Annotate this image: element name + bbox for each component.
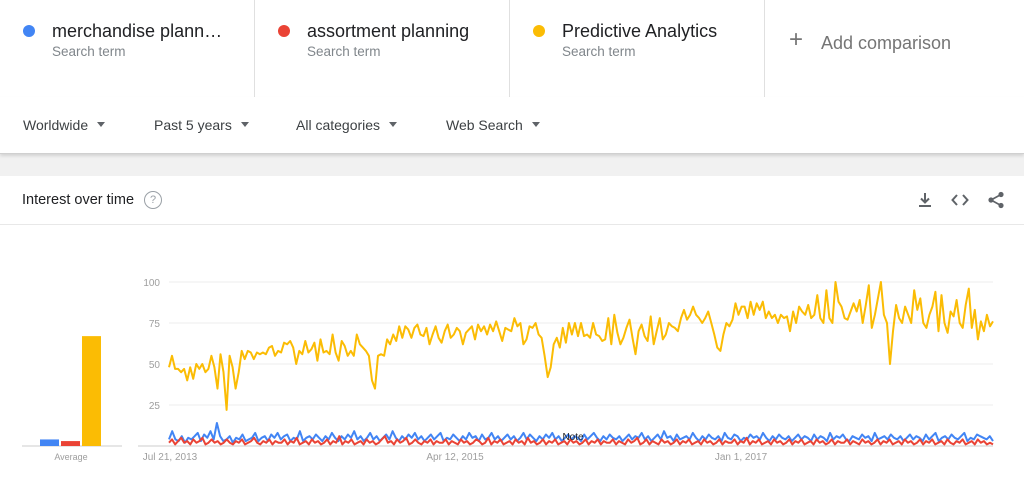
- caret-down-icon: [97, 121, 106, 127]
- region-label: Worldwide: [23, 117, 89, 133]
- y-tick-label: 75: [149, 319, 161, 330]
- plus-icon: +: [789, 26, 804, 53]
- add-comparison-label: Add comparison: [821, 33, 952, 53]
- add-comparison-button[interactable]: + Add comparison: [765, 0, 1024, 97]
- average-bar: [82, 336, 101, 446]
- card-title: Interest over time: [22, 192, 135, 208]
- term-card-assortment-planning[interactable]: assortment planning Search term: [255, 0, 510, 97]
- series-line: [168, 281, 994, 411]
- term-type: Search term: [307, 44, 381, 59]
- time-range-dropdown[interactable]: Past 5 years: [154, 117, 249, 133]
- caret-down-icon: [389, 121, 398, 127]
- download-icon[interactable]: [915, 190, 935, 210]
- search-type-label: Web Search: [446, 117, 523, 133]
- x-tick-label: Jul 21, 2013: [143, 452, 198, 463]
- series-color-dot: [533, 25, 545, 37]
- term-name: Predictive Analytics: [562, 21, 718, 41]
- region-dropdown[interactable]: Worldwide: [23, 117, 106, 133]
- term-card-merchandise-planning[interactable]: merchandise plann… Search term: [0, 0, 255, 97]
- average-bar: [40, 439, 59, 446]
- y-tick-label: 25: [149, 401, 161, 412]
- interest-over-time-card: Interest over time ? 25 50 75 100 Jul 21, 20…: [0, 176, 1024, 494]
- caret-down-icon: [531, 121, 540, 127]
- embed-code-icon[interactable]: [950, 190, 970, 210]
- caret-down-icon: [240, 121, 249, 127]
- help-icon[interactable]: ?: [144, 191, 162, 209]
- y-tick-label: 50: [149, 360, 161, 371]
- term-name: merchandise plann…: [52, 21, 223, 41]
- term-name: assortment planning: [307, 21, 470, 41]
- interest-over-time-chart: 25 50 75 100 Jul 21, 2013 Apr 12, 2015 Jan 1, …: [22, 278, 994, 463]
- x-tick-label: Jan 1, 2017: [715, 452, 768, 463]
- x-tick-label: Apr 12, 2015: [426, 452, 484, 463]
- category-dropdown[interactable]: All categories: [296, 117, 398, 133]
- card-header: Interest over time ?: [0, 176, 1024, 225]
- series-color-dot: [278, 25, 290, 37]
- search-type-dropdown[interactable]: Web Search: [446, 117, 540, 133]
- term-type: Search term: [562, 44, 636, 59]
- average-bar: [61, 441, 80, 446]
- filter-bar: Worldwide Past 5 years All categories We…: [0, 97, 1024, 154]
- time-range-label: Past 5 years: [154, 117, 232, 133]
- category-label: All categories: [296, 117, 381, 133]
- average-label: Average: [54, 452, 87, 462]
- note-annotation: Note: [562, 432, 584, 443]
- series-line: [168, 435, 994, 446]
- y-tick-label: 100: [143, 278, 160, 289]
- series-line: [168, 422, 994, 444]
- term-card-predictive-analytics[interactable]: Predictive Analytics Search term: [510, 0, 765, 97]
- comparison-terms-bar: merchandise plann… Search term assortmen…: [0, 0, 1024, 98]
- series-color-dot: [23, 25, 35, 37]
- term-type: Search term: [52, 44, 126, 59]
- share-icon[interactable]: [986, 190, 1006, 210]
